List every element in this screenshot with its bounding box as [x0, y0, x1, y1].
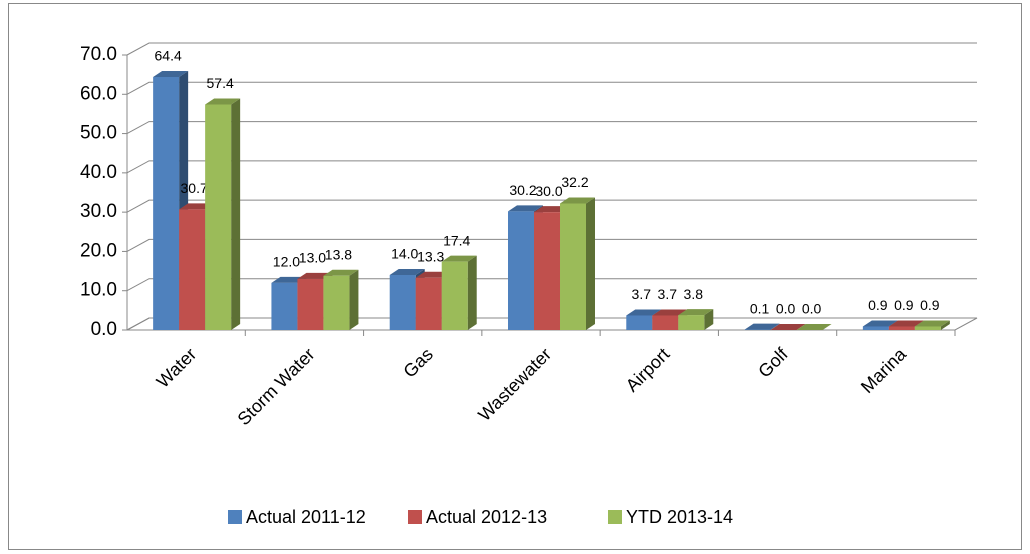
data-label: 57.4 — [207, 75, 234, 91]
grid-line — [126, 81, 977, 95]
legend-label: Actual 2012-13 — [426, 507, 547, 527]
bar-top — [678, 309, 714, 316]
data-label: 0.0 — [776, 301, 796, 317]
bar-top — [205, 98, 241, 105]
bar-top — [323, 269, 359, 276]
bar — [744, 323, 780, 330]
bar — [441, 255, 477, 330]
bar-side — [231, 98, 241, 330]
bar-front — [914, 326, 941, 330]
y-tick-label: 50.0 — [80, 123, 117, 144]
data-label: 30.2 — [509, 182, 536, 198]
bar-side — [940, 320, 950, 330]
y-tick-label: 0.0 — [91, 319, 117, 340]
bar-side — [349, 269, 359, 330]
bar-top — [862, 320, 898, 327]
data-label: 30.7 — [181, 180, 208, 196]
bar-front — [888, 326, 915, 330]
y-tick-label: 70.0 — [80, 44, 117, 65]
legend-swatch — [608, 510, 622, 524]
grid-line — [126, 278, 977, 292]
bar-top — [744, 323, 780, 330]
bar-top — [508, 205, 543, 212]
bar — [914, 320, 950, 330]
bar-side — [467, 255, 477, 330]
bar-top — [560, 197, 595, 204]
data-label: 0.1 — [750, 300, 770, 316]
data-label: 3.7 — [632, 286, 652, 302]
bar-side — [586, 197, 595, 330]
bar-front — [560, 203, 586, 330]
bar-top — [389, 269, 425, 275]
bar-front — [271, 282, 298, 330]
legend-swatch — [228, 510, 242, 524]
legend-label: Actual 2011-12 — [246, 507, 366, 527]
bar-front — [534, 212, 560, 330]
data-label: 3.7 — [658, 286, 678, 302]
y-tick-label: 20.0 — [80, 240, 117, 261]
bar-top — [626, 309, 662, 316]
data-label: 14.0 — [391, 246, 418, 262]
data-label: 30.0 — [535, 183, 562, 199]
bar-front — [323, 275, 350, 330]
grid-line — [126, 160, 977, 174]
data-label: 3.8 — [684, 286, 704, 302]
bar-top — [770, 324, 806, 330]
bar — [770, 324, 806, 330]
data-label: 17.4 — [443, 232, 470, 248]
data-label: 32.2 — [561, 174, 588, 190]
legend-label: YTD 2013-14 — [626, 507, 733, 527]
data-label: 0.9 — [894, 297, 914, 313]
bar-top — [652, 309, 688, 316]
grid-line — [126, 238, 977, 252]
y-tick-label: 30.0 — [80, 201, 117, 222]
bar-front — [678, 315, 705, 330]
bar-front — [415, 277, 442, 330]
bar-top — [153, 71, 189, 77]
data-label: 0.9 — [920, 297, 940, 313]
data-label: 64.4 — [155, 48, 182, 64]
bar-top — [441, 255, 477, 262]
bar-front — [205, 104, 232, 330]
y-tick-label: 60.0 — [80, 83, 117, 104]
data-label: 0.9 — [868, 297, 888, 313]
bar-front — [441, 261, 468, 330]
y-tick-label: 10.0 — [80, 280, 117, 301]
bar-top — [888, 320, 924, 327]
bar — [205, 98, 241, 330]
data-label: 12.0 — [273, 254, 300, 270]
bar-front — [389, 275, 416, 330]
data-label: 13.3 — [417, 248, 444, 264]
bar-front — [297, 278, 324, 330]
data-label: 0.0 — [802, 301, 822, 317]
y-tick-label: 40.0 — [80, 162, 117, 183]
data-label: 13.8 — [325, 246, 352, 262]
bar-side — [770, 323, 780, 330]
bar-front — [626, 315, 653, 330]
bar-front — [652, 315, 679, 330]
grid-line — [126, 121, 977, 135]
bar-front — [153, 77, 180, 330]
bar-top — [914, 320, 950, 327]
bar — [323, 269, 359, 330]
data-label: 13.0 — [299, 250, 326, 266]
bar-top — [796, 324, 832, 330]
bar — [560, 197, 595, 330]
bar — [796, 324, 832, 330]
legend-swatch — [408, 510, 422, 524]
bar-front — [179, 209, 206, 330]
grid-line — [126, 199, 977, 213]
grid-line — [126, 42, 977, 56]
bar-side — [704, 309, 714, 330]
bar — [678, 309, 714, 330]
bar-front — [862, 326, 889, 330]
bar-front — [508, 211, 534, 330]
